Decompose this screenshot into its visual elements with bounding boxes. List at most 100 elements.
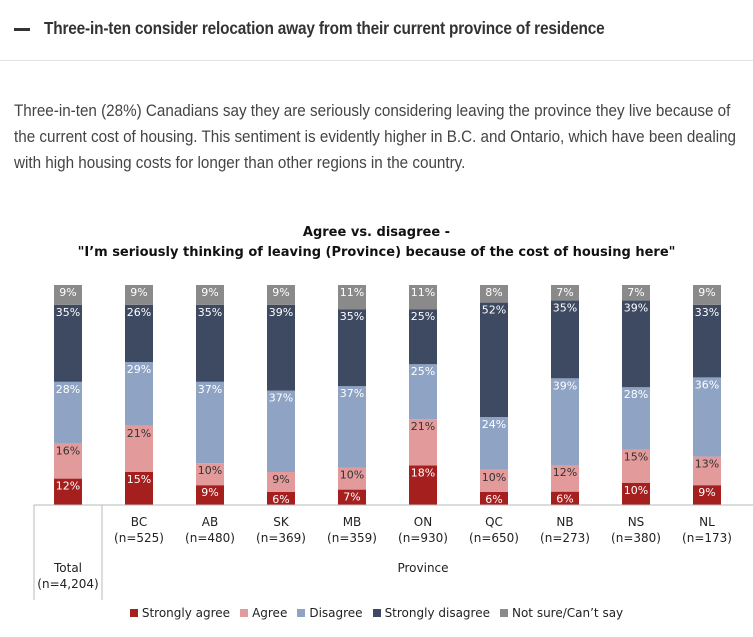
data-label: 24% <box>482 418 506 431</box>
bar-segment <box>125 425 153 472</box>
bar-segment <box>693 304 721 378</box>
bar-segment <box>551 285 579 301</box>
bar-segment <box>196 485 224 505</box>
data-label: 35% <box>340 310 364 323</box>
bar-segment <box>267 285 295 305</box>
bar-segment <box>622 300 650 388</box>
category-label: NS <box>628 515 645 529</box>
data-label: 16% <box>56 444 80 457</box>
data-label: 6% <box>272 493 289 506</box>
legend-swatch <box>499 609 508 617</box>
sample-size-label: (n=930) <box>398 531 448 545</box>
minus-icon[interactable] <box>14 28 30 31</box>
bar-segment <box>125 285 153 305</box>
intro-paragraph: Three-in-ten (28%) Canadians say they ar… <box>14 101 736 172</box>
bar-segment <box>338 309 366 387</box>
legend-swatch <box>129 609 138 617</box>
bar-segment <box>54 285 82 305</box>
data-label: 37% <box>198 383 222 396</box>
group-label: Province <box>397 561 448 575</box>
data-label: 26% <box>127 306 151 319</box>
sample-size-label: (n=273) <box>540 531 590 545</box>
legend-item: Disagree <box>297 606 363 620</box>
sample-size-label: (n=359) <box>327 531 377 545</box>
bar-segment <box>409 309 437 365</box>
data-label: 35% <box>56 306 80 319</box>
sample-size-label: (n=525) <box>114 531 164 545</box>
data-label: 9% <box>130 286 147 299</box>
data-label: 9% <box>698 486 715 499</box>
legend-item: Not sure/Can’t say <box>499 606 623 620</box>
bar-segment <box>480 469 508 492</box>
bar-segment <box>622 285 650 301</box>
chart-legend: Strongly agree Agree Disagree Strongly disa… <box>0 606 753 620</box>
legend-swatch <box>240 609 249 617</box>
bar-segment <box>480 491 508 505</box>
bar-segment <box>54 443 82 479</box>
bar-segment <box>480 302 508 417</box>
bar-segment <box>338 285 366 310</box>
data-label: 11% <box>340 286 364 299</box>
bar-segment <box>409 419 437 466</box>
data-label: 12% <box>553 466 577 479</box>
data-label: 25% <box>411 310 435 323</box>
bar-segment <box>125 362 153 426</box>
category-label: MB <box>343 515 362 529</box>
bar-segment <box>267 491 295 505</box>
data-label: 9% <box>272 286 289 299</box>
data-label: 10% <box>624 484 648 497</box>
data-label: 25% <box>411 365 435 378</box>
category-label: NL <box>699 515 715 529</box>
data-label: 11% <box>411 286 435 299</box>
bar-segment <box>125 304 153 362</box>
data-label: 39% <box>269 306 293 319</box>
legend-item: Agree <box>240 606 287 620</box>
bar-segment <box>338 386 366 468</box>
data-label: 6% <box>485 493 502 506</box>
legend-label: Disagree <box>309 606 363 620</box>
data-label: 37% <box>269 392 293 405</box>
legend-label: Agree <box>252 606 288 620</box>
section-title: Three-in-ten consider relocation away fr… <box>44 18 605 38</box>
sample-size-label: (n=480) <box>185 531 235 545</box>
legend-swatch <box>297 609 306 617</box>
data-label: 7% <box>556 286 573 299</box>
sample-size-label: (n=650) <box>469 531 519 545</box>
data-label: 10% <box>198 464 222 477</box>
data-label: 9% <box>272 473 289 486</box>
data-label: 39% <box>624 302 648 315</box>
data-label: 21% <box>411 420 435 433</box>
data-label: 8% <box>485 286 502 299</box>
data-label: 52% <box>482 304 506 317</box>
data-label: 36% <box>695 378 719 391</box>
category-label: BC <box>131 515 147 529</box>
bar-segment <box>693 285 721 305</box>
bar-segment <box>409 364 437 420</box>
bar-segment <box>196 463 224 486</box>
data-label: 15% <box>624 450 648 463</box>
data-label: 18% <box>411 466 435 479</box>
sample-size-label: (n=380) <box>611 531 661 545</box>
bar-segment <box>196 304 224 382</box>
bar-segment <box>551 300 579 379</box>
legend-swatch <box>372 609 381 617</box>
bar-segment <box>693 456 721 486</box>
bar-segment <box>480 285 508 303</box>
data-label: 39% <box>553 379 577 392</box>
data-label: 9% <box>59 286 76 299</box>
bar-segment <box>267 304 295 391</box>
data-label: 12% <box>56 480 80 493</box>
chart-title: Agree vs. disagree - <box>302 225 451 240</box>
category-label: SK <box>273 515 290 529</box>
chart-subtitle: "I’m seriously thinking of leaving (Prov… <box>77 245 676 260</box>
data-label: 10% <box>482 471 506 484</box>
section-header[interactable]: Three-in-ten consider relocation away fr… <box>0 0 753 61</box>
bar-segment <box>693 377 721 457</box>
bar-segment <box>54 381 82 444</box>
category-label: NB <box>556 515 573 529</box>
legend-item: Strongly disagree <box>372 606 490 620</box>
bar-segment <box>551 491 579 505</box>
bar-segment <box>551 378 579 465</box>
data-label: 28% <box>624 388 648 401</box>
